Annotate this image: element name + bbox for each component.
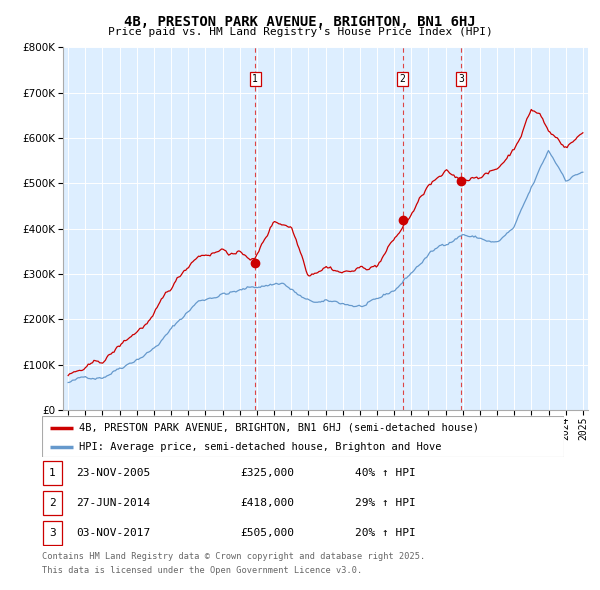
Text: 40% ↑ HPI: 40% ↑ HPI — [355, 468, 416, 478]
Text: 1: 1 — [49, 468, 56, 478]
Text: £325,000: £325,000 — [241, 468, 295, 478]
Text: Price paid vs. HM Land Registry's House Price Index (HPI): Price paid vs. HM Land Registry's House … — [107, 27, 493, 37]
Text: 3: 3 — [458, 74, 464, 84]
Text: 2: 2 — [400, 74, 406, 84]
Text: 2: 2 — [49, 498, 56, 508]
Bar — [43, 491, 62, 515]
Text: Contains HM Land Registry data © Crown copyright and database right 2025.: Contains HM Land Registry data © Crown c… — [42, 552, 425, 560]
Text: 4B, PRESTON PARK AVENUE, BRIGHTON, BN1 6HJ (semi-detached house): 4B, PRESTON PARK AVENUE, BRIGHTON, BN1 6… — [79, 422, 479, 432]
Text: 23-NOV-2005: 23-NOV-2005 — [76, 468, 150, 478]
Text: 3: 3 — [49, 528, 56, 538]
Bar — [43, 461, 62, 485]
Text: 20% ↑ HPI: 20% ↑ HPI — [355, 528, 416, 538]
Text: This data is licensed under the Open Government Licence v3.0.: This data is licensed under the Open Gov… — [42, 566, 362, 575]
Text: 4B, PRESTON PARK AVENUE, BRIGHTON, BN1 6HJ: 4B, PRESTON PARK AVENUE, BRIGHTON, BN1 6… — [124, 15, 476, 29]
Text: £418,000: £418,000 — [241, 498, 295, 508]
Text: £505,000: £505,000 — [241, 528, 295, 538]
Text: HPI: Average price, semi-detached house, Brighton and Hove: HPI: Average price, semi-detached house,… — [79, 442, 441, 452]
Text: 29% ↑ HPI: 29% ↑ HPI — [355, 498, 416, 508]
Bar — [43, 521, 62, 545]
Text: 27-JUN-2014: 27-JUN-2014 — [76, 498, 150, 508]
Text: 03-NOV-2017: 03-NOV-2017 — [76, 528, 150, 538]
Text: 1: 1 — [252, 74, 258, 84]
